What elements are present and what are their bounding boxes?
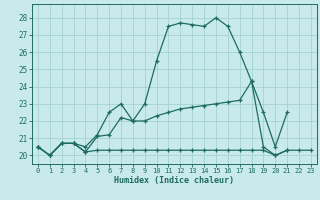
X-axis label: Humidex (Indice chaleur): Humidex (Indice chaleur) [115,176,234,185]
